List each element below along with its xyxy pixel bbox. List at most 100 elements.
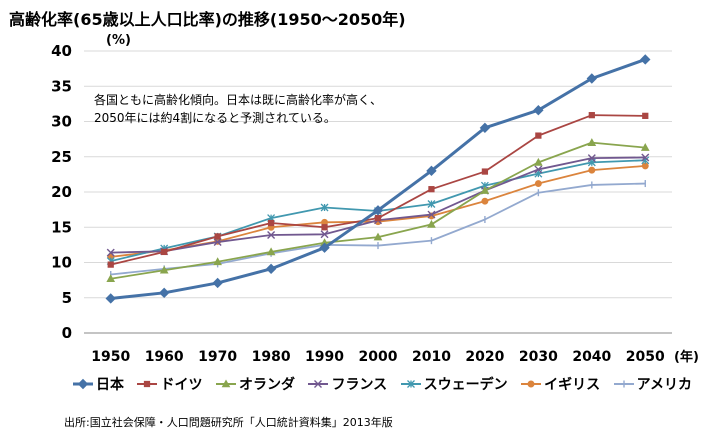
marker-shape <box>213 257 222 266</box>
marker-shape <box>479 122 491 134</box>
x-tick-label: 1990 <box>305 349 344 365</box>
legend-marker <box>406 380 415 388</box>
data-point <box>533 105 544 116</box>
data-point <box>534 180 542 188</box>
marker-shape <box>214 233 221 240</box>
marker-shape <box>321 224 328 231</box>
x-tick-label: 1950 <box>91 349 130 365</box>
series-2 <box>107 112 649 268</box>
marker-shape <box>640 143 650 151</box>
legend-item: 日本 <box>72 374 124 394</box>
data-point <box>481 168 489 175</box>
marker-shape <box>427 219 436 228</box>
marker-shape <box>265 263 277 275</box>
x-tick-label: 2010 <box>412 349 451 365</box>
y-tick-label: 5 <box>62 289 72 307</box>
series-line <box>110 182 646 276</box>
marker-shape <box>105 293 116 304</box>
marker-shape <box>374 214 382 222</box>
marker-shape <box>640 54 651 65</box>
marker-shape <box>213 238 222 247</box>
x-tick-label: 2020 <box>465 349 504 365</box>
data-point <box>642 112 649 119</box>
data-point <box>159 265 169 274</box>
legend-label: アメリカ <box>636 377 692 393</box>
data-point <box>426 165 437 177</box>
data-point <box>480 186 490 194</box>
data-point <box>587 138 597 146</box>
data-point <box>106 248 115 257</box>
data-point <box>321 224 328 231</box>
y-tick-label: 10 <box>51 254 72 272</box>
series-1 <box>105 54 651 304</box>
marker-shape <box>481 197 489 205</box>
marker-shape <box>588 112 595 119</box>
legend-swatch <box>73 378 93 390</box>
legend-item: アメリカ <box>613 374 692 394</box>
marker-shape <box>144 380 151 388</box>
marker-shape <box>267 231 276 239</box>
data-point <box>640 54 651 65</box>
legend-marker <box>527 380 535 388</box>
marker-shape <box>106 248 115 257</box>
marker-shape <box>426 165 437 177</box>
marker-shape <box>641 153 650 162</box>
marker-shape <box>373 232 383 241</box>
data-point <box>320 203 329 212</box>
marker-shape <box>77 378 89 390</box>
data-point <box>213 257 222 266</box>
series-4 <box>106 153 650 257</box>
annotation-text: 2050年には約4割になると予測されている。 <box>94 110 336 125</box>
x-tick-label: 2000 <box>359 349 398 365</box>
x-tick-label: 2030 <box>519 349 558 365</box>
legend-label: スウェーデン <box>423 377 508 393</box>
data-point <box>161 248 168 256</box>
data-point <box>214 233 221 240</box>
source-note: 出所:国立社会保障・人口問題研究所「人口統計資料集」2013年版 <box>64 416 393 429</box>
y-tick-label: 20 <box>51 183 72 201</box>
marker-shape <box>107 261 114 268</box>
chart-legend: 日本 ドイツ オランダ フランス スウェーデン イギリス アメリカ <box>72 374 692 394</box>
y-unit-label: (%) <box>106 33 131 48</box>
data-point <box>428 186 435 193</box>
marker-shape <box>480 186 490 194</box>
marker-shape <box>266 247 276 256</box>
data-point <box>641 162 649 170</box>
marker-shape <box>221 379 231 388</box>
legend-label: 日本 <box>96 377 124 393</box>
data-point <box>588 112 595 119</box>
legend-swatch <box>400 380 421 388</box>
marker-shape <box>586 73 598 84</box>
marker-shape <box>314 380 323 388</box>
marker-shape <box>406 380 415 388</box>
marker-shape <box>527 380 535 388</box>
data-point <box>158 287 170 299</box>
data-point <box>266 247 276 256</box>
legend-swatch <box>613 380 634 388</box>
data-point <box>267 219 275 227</box>
data-point <box>427 200 436 208</box>
data-point <box>265 263 277 275</box>
marker-shape <box>427 210 436 219</box>
marker-shape <box>481 168 489 175</box>
marker-shape <box>642 112 649 119</box>
marker-shape <box>587 138 597 146</box>
legend-label: オランダ <box>238 377 295 393</box>
marker-shape <box>427 200 436 208</box>
legend-swatch <box>521 380 542 388</box>
y-tick-label: 40 <box>51 42 72 60</box>
legend-marker <box>314 380 323 388</box>
x-tick-label: 2050 <box>626 349 665 365</box>
legend-swatch <box>215 379 236 388</box>
data-point <box>213 238 222 247</box>
x-unit-label: (年) <box>674 349 699 365</box>
y-tick-label: 30 <box>51 113 72 131</box>
y-tick-label: 25 <box>51 148 72 166</box>
data-point <box>586 73 598 84</box>
data-point <box>534 157 543 166</box>
marker-shape <box>587 154 596 163</box>
legend-item: イギリス <box>520 374 600 394</box>
x-tick-label: 2040 <box>572 349 611 365</box>
legend-label: イギリス <box>544 377 601 393</box>
